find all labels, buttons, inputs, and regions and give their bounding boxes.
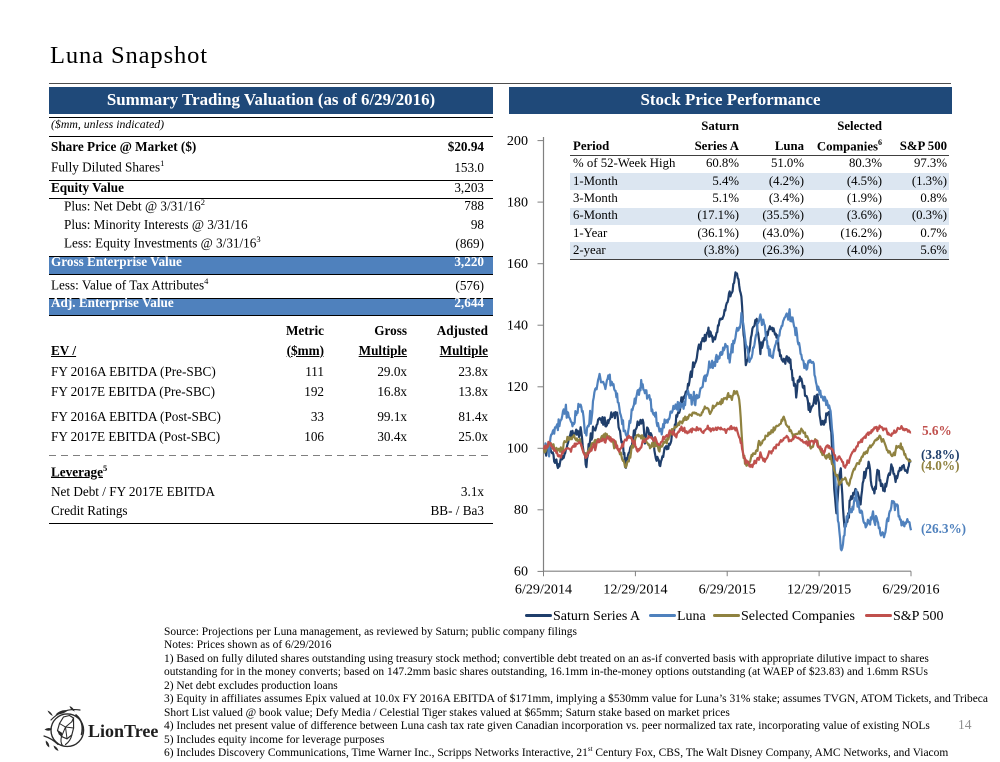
svg-text:60: 60 [514,564,528,580]
svg-text:80: 80 [514,502,528,518]
svg-text:120: 120 [507,379,528,395]
svg-text:140: 140 [507,317,528,333]
svg-text:6/29/2016: 6/29/2016 [882,582,939,598]
svg-text:180: 180 [507,194,528,210]
svg-text:6/29/2015: 6/29/2015 [699,582,756,598]
svg-text:100: 100 [507,441,528,457]
svg-text:6/29/2014: 6/29/2014 [515,582,572,598]
svg-text:160: 160 [507,256,528,272]
svg-text:12/29/2015: 12/29/2015 [787,582,851,598]
svg-text:200: 200 [507,133,528,149]
svg-text:12/29/2014: 12/29/2014 [603,582,667,598]
